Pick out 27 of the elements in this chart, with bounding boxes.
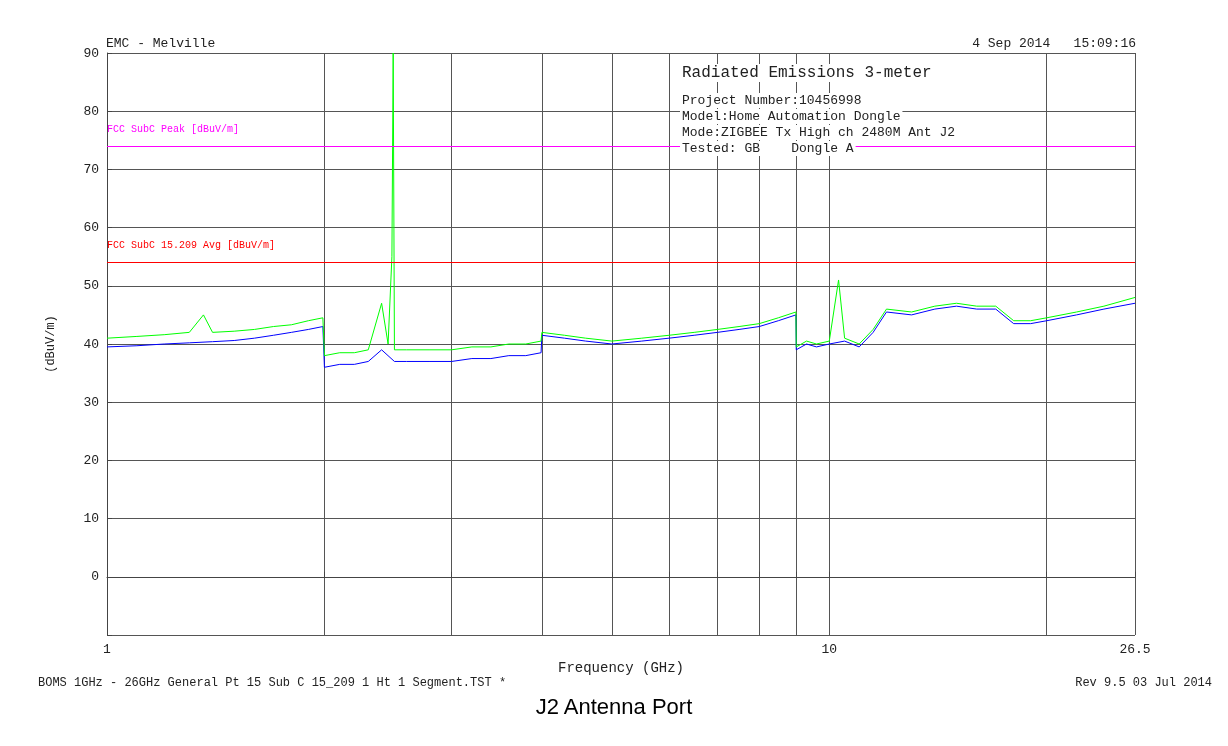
x-axis-title: Frequency (GHz)	[557, 659, 685, 676]
y-tick-label: 50	[83, 278, 99, 294]
y-tick-label: 10	[83, 511, 99, 527]
y-tick-label: 0	[91, 569, 99, 585]
y-tick-label: 90	[83, 45, 99, 61]
text: 4 Sep 2014 15:09:16	[972, 36, 1136, 51]
y-tick-label: 30	[83, 394, 99, 410]
y-tick-label: 20	[83, 452, 99, 468]
x-tick-label: 1	[103, 642, 112, 657]
x-tick-label: 26.5	[1119, 642, 1151, 657]
y-tick-label: 80	[83, 103, 99, 119]
ref-line-label: FCC SubC Peak [dBuV/m]	[107, 123, 240, 135]
annotation: Tested: GB Dongle A	[682, 141, 854, 156]
text: Rev 9.5 03 Jul 2014	[1075, 676, 1213, 690]
x-tick-label: 10	[821, 642, 838, 657]
y-tick-label: 40	[83, 336, 99, 352]
annotation: Project Number:10456998	[682, 93, 862, 108]
annotation: Radiated Emissions 3-meter	[682, 64, 932, 82]
y-tick-label: 60	[83, 220, 99, 236]
text: BOMS 1GHz - 26GHz General Pt 15 Sub C 15_209 1 Ht 1 Segment.TST *	[38, 676, 507, 690]
annotation: Mode:ZIGBEE Tx High ch 2480M Ant J2	[682, 125, 956, 140]
y-axis-title: (dBuV/m)	[44, 315, 58, 373]
y-tick-label: 70	[83, 161, 99, 177]
text: EMC - Melville	[106, 36, 216, 51]
text: J2 Antenna Port	[535, 693, 693, 719]
ref-line-label: FCC SubC 15.209 Avg [dBuV/m]	[107, 240, 276, 252]
annotation: Model:Home Automation Dongle	[682, 109, 901, 124]
